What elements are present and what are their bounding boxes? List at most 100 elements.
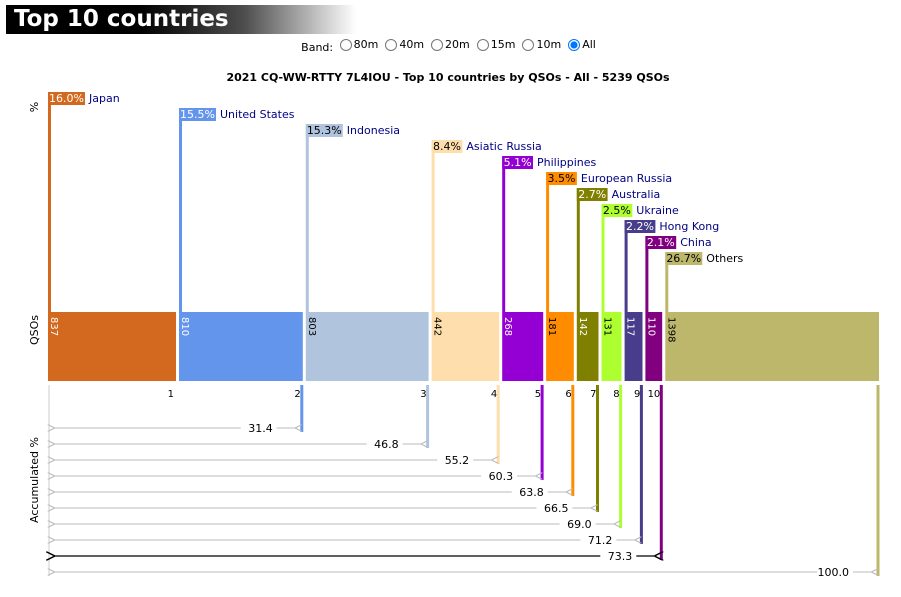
rank-label: 7 bbox=[590, 389, 596, 400]
qso-value-label: 181 bbox=[546, 317, 557, 336]
band-options: 80m 40m 20m 15m 10m All bbox=[337, 38, 600, 54]
band-option-40m[interactable]: 40m bbox=[383, 36, 428, 54]
percent-label-box bbox=[48, 92, 85, 105]
accumulated-label-bg bbox=[559, 518, 596, 530]
accumulated-value-label: 46.8 bbox=[374, 438, 399, 451]
percent-value-label: 2.7% bbox=[578, 188, 606, 201]
qso-value-label: 442 bbox=[432, 317, 443, 336]
rank-label: 6 bbox=[565, 389, 571, 400]
qso-value-label: 803 bbox=[306, 317, 317, 336]
qso-bar bbox=[179, 312, 303, 381]
accumulated-label-bg bbox=[580, 534, 617, 546]
accumulated-value-label: 100.0 bbox=[818, 566, 850, 579]
qso-bar bbox=[665, 312, 879, 381]
percent-label-box bbox=[601, 204, 633, 217]
page-title: Top 10 countries bbox=[14, 6, 229, 32]
percent-value-label: 3.5% bbox=[548, 172, 576, 185]
qso-value-label: 142 bbox=[577, 317, 588, 336]
accumulated-axis-label: Accumulated % bbox=[28, 437, 41, 523]
heading-banner: Top 10 countries bbox=[6, 5, 356, 34]
accumulated-label-bg bbox=[240, 422, 277, 434]
qso-bar bbox=[645, 312, 663, 381]
band-option-20m[interactable]: 20m bbox=[429, 36, 474, 54]
qso-value-label: 1398 bbox=[665, 317, 676, 342]
band-radio-15m[interactable] bbox=[476, 39, 489, 51]
percent-label-box bbox=[179, 108, 216, 121]
qso-value-label: 131 bbox=[602, 317, 613, 336]
band-radio-20m[interactable] bbox=[431, 39, 444, 51]
rank-label: 4 bbox=[491, 389, 497, 400]
band-selector: Band: 80m 40m 20m 15m 10m All bbox=[0, 36, 901, 57]
band-radio-all[interactable] bbox=[568, 39, 581, 51]
accumulated-value-label: 73.3 bbox=[608, 550, 633, 563]
percent-value-label: 26.7% bbox=[666, 252, 701, 265]
band-option-label: 10m bbox=[536, 38, 562, 51]
band-option-15m[interactable]: 15m bbox=[475, 36, 520, 54]
rank-label: 3 bbox=[420, 389, 426, 400]
qso-bar bbox=[601, 312, 622, 381]
accumulated-label-bg bbox=[536, 502, 573, 514]
country-name-label: Asiatic Russia bbox=[466, 140, 541, 153]
country-name-label: Others bbox=[706, 252, 743, 265]
qso-value-label: 810 bbox=[179, 317, 190, 336]
accumulated-label-bg bbox=[817, 566, 853, 578]
qso-bar bbox=[576, 312, 599, 381]
band-option-label: 20m bbox=[445, 38, 470, 51]
qso-bar bbox=[624, 312, 643, 381]
rank-label: 2 bbox=[294, 389, 300, 400]
percent-label-box bbox=[645, 236, 677, 249]
rank-label: 1 bbox=[168, 389, 174, 400]
country-name-label: Philippines bbox=[537, 156, 597, 169]
accumulated-label-bg bbox=[437, 454, 474, 466]
percent-label-box bbox=[665, 252, 703, 265]
accumulated-label-bg bbox=[600, 550, 637, 562]
country-name-label: Japan bbox=[88, 92, 120, 105]
country-name-label: Hong Kong bbox=[659, 220, 719, 233]
qsos-axis-label: QSOs bbox=[28, 315, 41, 345]
rank-label: 8 bbox=[613, 389, 619, 400]
qso-bar bbox=[546, 312, 574, 381]
accumulated-label-bg bbox=[481, 470, 518, 482]
country-name-label: Indonesia bbox=[347, 124, 400, 137]
rank-label: 10 bbox=[648, 389, 661, 400]
country-name-label: United States bbox=[220, 108, 295, 121]
accumulated-value-label: 63.8 bbox=[519, 486, 544, 499]
qso-bar bbox=[48, 312, 176, 381]
percent-value-label: 8.4% bbox=[433, 140, 461, 153]
band-option-10m[interactable]: 10m bbox=[520, 36, 565, 54]
qso-bar bbox=[502, 312, 544, 381]
percent-value-label: 2.5% bbox=[603, 204, 631, 217]
accumulated-value-label: 66.5 bbox=[544, 502, 569, 515]
band-option-label: 40m bbox=[399, 38, 425, 51]
percent-label-box bbox=[546, 172, 577, 185]
accumulated-value-label: 31.4 bbox=[248, 422, 273, 435]
qso-bar bbox=[431, 312, 500, 381]
country-name-label: European Russia bbox=[581, 172, 672, 185]
accumulated-label-bg bbox=[511, 486, 548, 498]
percent-value-label: 2.2% bbox=[626, 220, 654, 233]
accumulated-value-label: 71.2 bbox=[588, 534, 613, 547]
percent-label-box bbox=[431, 140, 463, 153]
band-selector-label: Band: bbox=[301, 41, 334, 54]
band-option-label: 80m bbox=[353, 38, 379, 51]
band-radio-80m[interactable] bbox=[339, 39, 352, 51]
accumulated-value-label: 60.3 bbox=[489, 470, 514, 483]
qso-bar bbox=[305, 312, 429, 381]
percent-value-label: 2.1% bbox=[647, 236, 675, 249]
band-option-label: 15m bbox=[490, 38, 516, 51]
percent-value-label: 5.1% bbox=[504, 156, 532, 169]
accumulated-label-bg bbox=[366, 438, 403, 450]
country-name-label: Ukraine bbox=[636, 204, 679, 217]
band-option-80m[interactable]: 80m bbox=[338, 36, 383, 54]
percent-label-box bbox=[576, 188, 608, 201]
percent-value-label: 15.3% bbox=[307, 124, 342, 137]
band-radio-40m[interactable] bbox=[385, 39, 398, 51]
percent-label-box bbox=[624, 220, 656, 233]
band-option-all[interactable]: All bbox=[566, 36, 600, 54]
band-radio-10m[interactable] bbox=[522, 39, 535, 51]
chart-title: 2021 CQ-WW-RTTY 7L4IOU - Top 10 countrie… bbox=[226, 71, 670, 84]
percent-label-box bbox=[502, 156, 533, 169]
qso-value-label: 837 bbox=[48, 317, 59, 336]
accumulated-value-label: 55.2 bbox=[445, 454, 470, 467]
